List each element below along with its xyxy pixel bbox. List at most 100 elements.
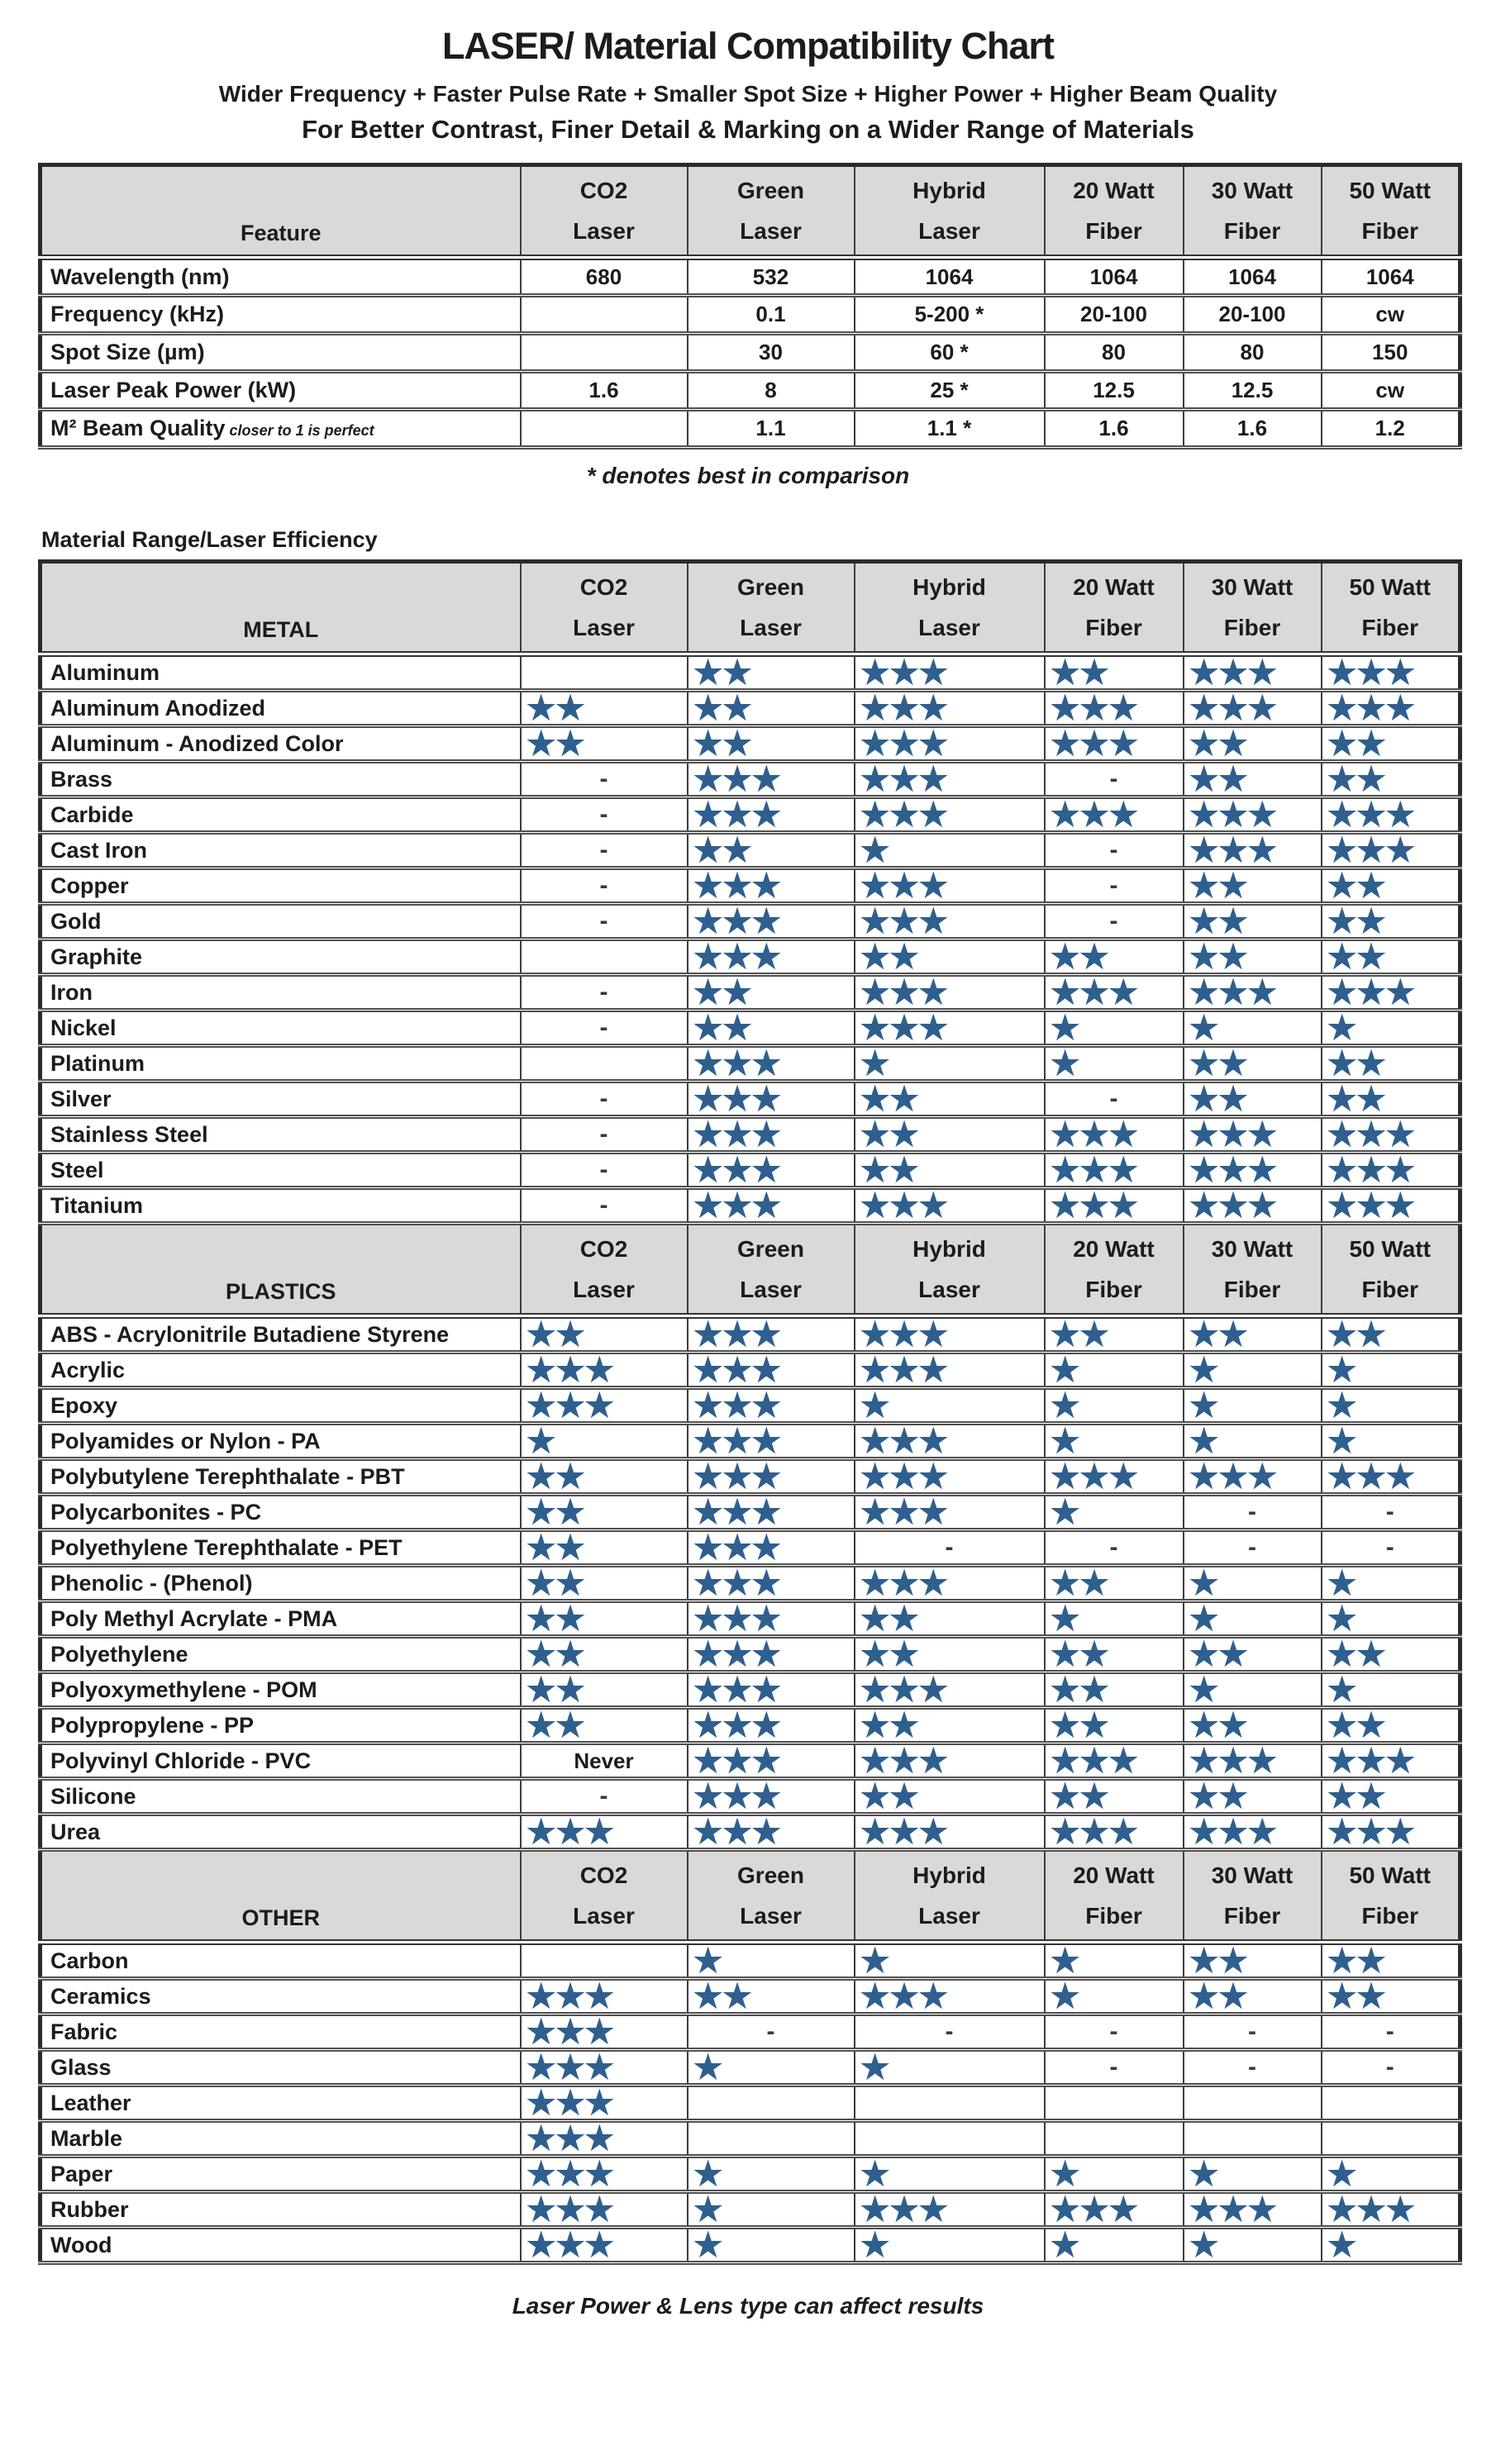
star-rating: ★★★ xyxy=(1320,832,1461,870)
material-name: Polyamides or Nylon - PA xyxy=(39,1423,522,1461)
material-name: Aluminum - Anodized Color xyxy=(39,725,522,763)
star-rating: ★★★ xyxy=(853,2191,1046,2229)
no-rating-dash: - xyxy=(1043,1081,1184,1119)
feature-value: 30 xyxy=(686,333,855,373)
empty-rating xyxy=(1320,2120,1461,2158)
material-row: Urea ★★★ ★★★ ★★★ ★★★ ★★★ ★★★ xyxy=(39,1814,1461,1852)
star-rating: ★★★ xyxy=(686,1045,855,1083)
material-row: Gold - ★★★ ★★★ - ★★ ★★ xyxy=(39,903,1461,941)
material-row: Carbon ★ ★ ★ ★★ ★★ xyxy=(39,1942,1461,1981)
star-rating: ★★★ xyxy=(1182,1743,1322,1781)
star-rating: ★★★ xyxy=(686,1315,855,1354)
star-rating: ★★ xyxy=(1182,903,1322,941)
star-rating: ★ xyxy=(1182,1672,1322,1710)
feature-value: cw xyxy=(1320,295,1461,335)
star-rating: ★★ xyxy=(686,832,855,870)
star-rating: ★ xyxy=(1320,1672,1461,1710)
material-row: Brass - ★★★ ★★★ - ★★ ★★ xyxy=(39,761,1461,799)
material-row: Iron - ★★ ★★★ ★★★ ★★★ ★★★ xyxy=(39,974,1461,1012)
star-rating: ★★ xyxy=(519,1529,688,1567)
star-rating: ★★ xyxy=(1182,868,1322,906)
material-row: Silver - ★★★ ★★ - ★★ ★★ xyxy=(39,1081,1461,1119)
no-rating-dash: - xyxy=(1182,2014,1322,2052)
star-rating: ★★ xyxy=(519,1494,688,1532)
star-rating: ★★ xyxy=(853,939,1046,977)
star-rating: ★ xyxy=(1043,1942,1184,1981)
laser-column-header: CO2 Laser xyxy=(519,1849,688,1945)
star-rating: ★ xyxy=(1182,1601,1322,1639)
material-name: Fabric xyxy=(39,2014,522,2052)
feature-value: 20-100 xyxy=(1182,295,1322,335)
star-rating: ★★★ xyxy=(686,1187,855,1225)
star-rating: ★★★ xyxy=(1043,974,1184,1012)
no-rating-dash: - xyxy=(853,2014,1046,2052)
star-rating: ★★ xyxy=(1043,1672,1184,1710)
material-row: Polypropylene - PP ★★ ★★★ ★★ ★★ ★★ ★★ xyxy=(39,1707,1461,1745)
star-rating: ★ xyxy=(1043,1387,1184,1425)
material-name: Silicone xyxy=(39,1778,522,1816)
star-rating: ★★★ xyxy=(686,868,855,906)
feature-row: Spot Size (µm) 30 60 * 80 80 150 xyxy=(39,333,1461,373)
star-rating: ★★ xyxy=(519,1672,688,1710)
star-rating: ★★ xyxy=(853,1778,1046,1816)
feature-row: Wavelength (nm) 680 532 1064 1064 1064 1064 xyxy=(39,257,1461,297)
star-rating: ★ xyxy=(1043,1352,1184,1390)
star-rating: ★★★ xyxy=(686,1743,855,1781)
material-name: Platinum xyxy=(39,1045,522,1083)
section-other-header-row: OTHER CO2 Laser Green Laser Hybrid Laser 20 … xyxy=(39,1849,1461,1945)
star-rating: ★★ xyxy=(519,1601,688,1639)
material-name: Polyethylene Terephthalate - PET xyxy=(39,1529,522,1567)
feature-name: Spot Size (µm) xyxy=(39,333,522,373)
star-rating: ★★★ xyxy=(686,1494,855,1532)
no-rating-dash: - xyxy=(519,1778,688,1816)
star-rating: ★★★ xyxy=(686,797,855,835)
no-rating-dash: - xyxy=(1182,1494,1322,1532)
laser-column-header: Hybrid Laser xyxy=(853,561,1046,657)
material-row: Acrylic ★★★ ★★★ ★★★ ★ ★ ★ xyxy=(39,1352,1461,1390)
feature-value: 1.6 xyxy=(519,371,688,411)
laser-column-header: Hybrid Laser xyxy=(853,1849,1046,1945)
material-name: Copper xyxy=(39,868,522,906)
star-rating: ★★ xyxy=(519,1315,688,1354)
section-metal-header-row: METAL CO2 Laser Green Laser Hybrid Laser 20 … xyxy=(39,561,1461,657)
material-row: Polyethylene Terephthalate - PET ★★ ★★★ - - -… xyxy=(39,1529,1461,1567)
feature-value: 8 xyxy=(686,371,855,411)
star-rating: ★ xyxy=(1320,1601,1461,1639)
material-name: Polypropylene - PP xyxy=(39,1707,522,1745)
material-name: Aluminum Anodized xyxy=(39,690,522,728)
material-name: Polyoxymethylene - POM xyxy=(39,1672,522,1710)
star-rating: ★★★ xyxy=(519,1387,688,1425)
star-rating: ★ xyxy=(1320,2227,1461,2265)
star-rating: ★ xyxy=(1320,1387,1461,1425)
star-rating: ★★ xyxy=(1182,1636,1322,1674)
star-rating: ★★★ xyxy=(686,1636,855,1674)
star-rating: ★★★ xyxy=(1320,1116,1461,1154)
star-rating: ★★ xyxy=(519,1707,688,1745)
star-rating: ★★ xyxy=(1043,654,1184,692)
star-rating: ★★ xyxy=(1320,1315,1461,1354)
no-rating-dash: - xyxy=(1043,2049,1184,2087)
star-rating: ★★★ xyxy=(686,1565,855,1603)
star-rating: ★★ xyxy=(1043,1778,1184,1816)
star-rating: ★★★ xyxy=(1320,797,1461,835)
star-rating: ★★ xyxy=(1320,1081,1461,1119)
no-rating-dash: - xyxy=(1320,2049,1461,2087)
empty-rating xyxy=(1043,2120,1184,2158)
star-rating: ★★★ xyxy=(1043,1458,1184,1496)
material-row: Titanium - ★★★ ★★★ ★★★ ★★★ ★★★ xyxy=(39,1187,1461,1225)
material-row: Leather ★★★ xyxy=(39,2085,1461,2123)
feature-value: cw xyxy=(1320,371,1461,411)
no-rating-dash: - xyxy=(686,2014,855,2052)
material-name: Titanium xyxy=(39,1187,522,1225)
star-rating: ★★ xyxy=(519,1458,688,1496)
star-rating: ★★★ xyxy=(1043,1116,1184,1154)
star-rating: ★★ xyxy=(686,725,855,763)
no-rating-dash: - xyxy=(519,903,688,941)
star-rating: ★★★ xyxy=(1320,1814,1461,1852)
material-row: ABS - Acrylonitrile Butadiene Styrene ★★ ★… xyxy=(39,1315,1461,1354)
star-rating: ★★★ xyxy=(853,797,1046,835)
materials-table-body: METAL CO2 Laser Green Laser Hybrid Laser 20 … xyxy=(39,561,1461,2265)
star-rating: ★★ xyxy=(1043,939,1184,977)
laser-column-header: 30 Watt Fiber xyxy=(1182,561,1322,657)
star-rating: ★★ xyxy=(1182,1707,1322,1745)
